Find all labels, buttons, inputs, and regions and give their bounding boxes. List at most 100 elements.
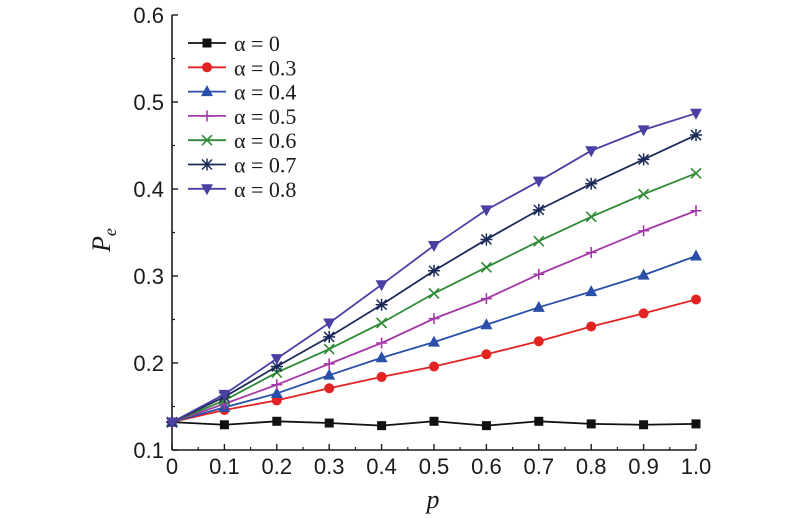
data-point xyxy=(219,420,229,430)
data-point xyxy=(272,416,282,426)
data-point xyxy=(585,146,598,158)
svg-text:Pe: Pe xyxy=(87,228,120,253)
data-point xyxy=(480,293,492,305)
data-point xyxy=(638,308,649,319)
y-tick-label: 0.1 xyxy=(133,438,164,463)
series-layer xyxy=(166,108,702,431)
y-tick-label: 0.4 xyxy=(133,177,164,202)
x-tick-label: 0.5 xyxy=(419,454,450,479)
legend: α = 0α = 0.3α = 0.4α = 0.5α = 0.6α = 0.7… xyxy=(188,31,296,202)
series-3 xyxy=(166,205,702,428)
data-point xyxy=(534,416,544,426)
legend-item: α = 0.4 xyxy=(188,80,296,105)
data-point xyxy=(585,247,597,259)
x-tick-label: 0.8 xyxy=(576,454,607,479)
data-point xyxy=(324,418,334,428)
data-point xyxy=(428,241,440,253)
data-point xyxy=(532,176,545,188)
legend-marker xyxy=(201,184,213,196)
legend-label: α = 0.5 xyxy=(234,104,296,129)
legend-label: α = 0.4 xyxy=(234,80,296,105)
data-point xyxy=(690,249,702,261)
axes: 0 0.1 0.2 0.3 0.4 0.5 0.6 0.7 0.8 0.9 1.00.10.20.3… xyxy=(133,3,711,479)
data-point xyxy=(480,261,492,273)
legend-item: α = 0.8 xyxy=(188,177,296,202)
data-point xyxy=(376,337,388,349)
data-point xyxy=(585,285,598,297)
data-point xyxy=(428,313,440,325)
legend-label: α = 0.6 xyxy=(234,128,296,153)
data-point xyxy=(480,318,493,330)
data-point xyxy=(637,125,650,137)
legend-item: α = 0.5 xyxy=(188,104,296,129)
data-point xyxy=(638,225,650,237)
legend-marker xyxy=(202,62,212,73)
data-point xyxy=(690,129,702,142)
series-0 xyxy=(167,416,701,431)
data-point xyxy=(375,351,388,363)
legend-label: α = 0 xyxy=(234,31,280,56)
data-point xyxy=(429,416,439,426)
x-tick-label: 0.4 xyxy=(366,454,397,479)
legend-marker xyxy=(202,38,212,48)
data-point xyxy=(691,294,701,305)
y-axis-label-main: P xyxy=(87,236,116,253)
series-4 xyxy=(166,167,702,428)
data-point xyxy=(428,335,440,347)
data-point xyxy=(271,379,283,391)
x-tick-label: 0.6 xyxy=(471,454,502,479)
legend-marker xyxy=(201,85,213,97)
y-tick-label: 0.6 xyxy=(133,3,164,28)
data-point xyxy=(532,203,545,216)
data-point xyxy=(533,268,545,280)
data-point xyxy=(637,268,650,280)
x-tick-label: 0.2 xyxy=(262,454,293,479)
x-axis-label: p xyxy=(425,485,440,514)
legend-label: α = 0.7 xyxy=(234,153,296,178)
data-point xyxy=(323,368,336,380)
data-point xyxy=(218,389,231,401)
legend-marker xyxy=(201,110,213,122)
data-point xyxy=(481,421,491,431)
x-tick-label: 0.1 xyxy=(209,454,240,479)
data-point xyxy=(533,336,544,347)
data-point xyxy=(323,343,335,355)
data-point xyxy=(428,287,440,299)
data-point xyxy=(377,421,387,431)
legend-item: α = 0 xyxy=(188,31,280,56)
data-point xyxy=(375,298,388,311)
y-tick-label: 0.2 xyxy=(133,351,164,376)
data-point xyxy=(480,205,493,217)
legend-label: α = 0.3 xyxy=(234,55,296,80)
series-line xyxy=(171,172,697,423)
data-point xyxy=(639,420,649,430)
data-point xyxy=(270,360,283,373)
legend-item: α = 0.7 xyxy=(188,153,296,178)
y-axis-label: Pe xyxy=(87,228,120,253)
legend-label: α = 0.8 xyxy=(234,177,296,202)
legend-item: α = 0.3 xyxy=(188,55,296,80)
data-point xyxy=(585,211,597,223)
data-point xyxy=(429,361,439,372)
data-point xyxy=(270,354,283,366)
legend-item: α = 0.6 xyxy=(188,128,296,153)
data-point xyxy=(480,233,493,246)
data-point xyxy=(324,383,335,394)
data-point xyxy=(270,386,283,398)
legend-marker xyxy=(201,158,213,171)
x-tick-label: 0 xyxy=(166,454,178,479)
data-point xyxy=(638,188,650,200)
data-point xyxy=(533,235,545,247)
data-point xyxy=(690,205,702,217)
y-axis-label-subscript: e xyxy=(100,228,120,236)
data-point xyxy=(481,349,492,360)
x-tick-label: 0.3 xyxy=(314,454,345,479)
data-point xyxy=(376,317,388,329)
data-point xyxy=(166,417,178,429)
data-point xyxy=(323,330,336,343)
data-point xyxy=(375,280,388,292)
data-point xyxy=(585,177,598,190)
data-point xyxy=(428,264,440,277)
data-point xyxy=(691,419,701,429)
